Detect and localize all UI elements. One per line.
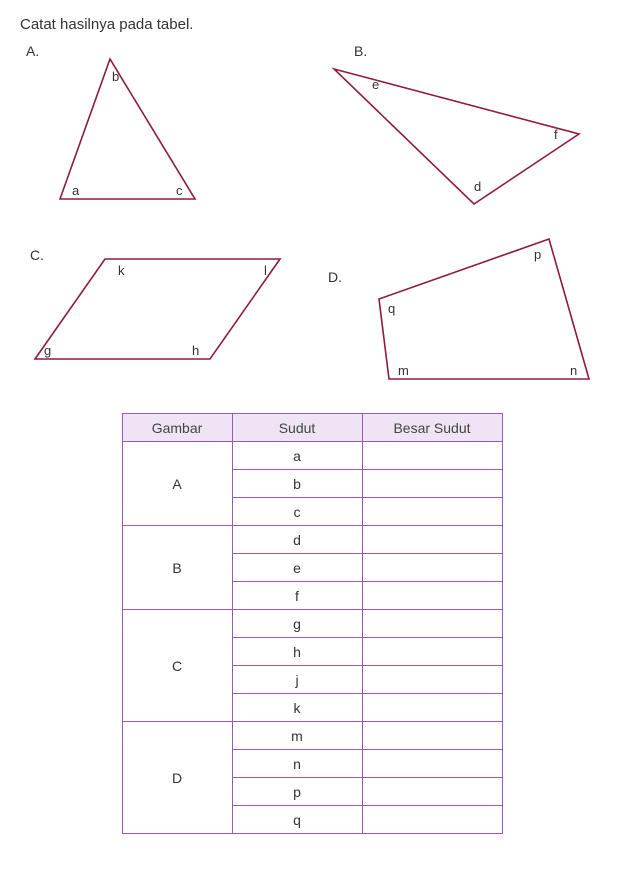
cell-gambar-A: A [122,442,232,526]
cell-besar [362,694,502,722]
vertex-a: a [72,183,80,198]
cell-sudut: d [232,526,362,554]
cell-sudut: q [232,806,362,834]
cell-sudut: j [232,666,362,694]
vertex-m: m [398,363,409,378]
shape-A-svg: a b c [20,39,250,219]
vertex-e: e [372,77,379,92]
cell-gambar-C: C [122,610,232,722]
vertex-l: l [264,263,267,278]
vertex-p: p [534,247,541,262]
cell-sudut: e [232,554,362,582]
instruction-text: Catat hasilnya pada tabel. [20,16,604,33]
shape-A-label: A. [26,43,39,59]
shape-C-svg: g h k l [20,229,300,379]
vertex-c: c [176,183,183,198]
cell-besar [362,722,502,750]
cell-sudut: b [232,470,362,498]
cell-besar [362,778,502,806]
shape-B-svg: e f d [304,39,604,219]
answer-table: Gambar Sudut Besar Sudut A a b c B d e [122,413,503,834]
vertex-h: h [192,343,199,358]
shape-D-label: D. [328,269,342,285]
th-besar: Besar Sudut [362,414,502,442]
cell-sudut: k [232,694,362,722]
cell-besar [362,666,502,694]
cell-gambar-B: B [122,526,232,610]
vertex-g: g [44,343,51,358]
triangle-B [334,69,579,204]
shape-C-label: C. [30,247,44,263]
cell-sudut: a [232,442,362,470]
cell-besar [362,526,502,554]
vertex-n: n [570,363,577,378]
vertex-b: b [112,69,119,84]
vertex-k: k [118,263,125,278]
cell-besar [362,582,502,610]
cell-sudut: m [232,722,362,750]
cell-sudut: p [232,778,362,806]
triangle-A [60,59,195,199]
table-row: C g [122,610,502,638]
table-row: D m [122,722,502,750]
vertex-q: q [388,301,395,316]
shape-C-cell: C. g h k l [20,229,300,379]
cell-besar [362,470,502,498]
cell-sudut: h [232,638,362,666]
cell-besar [362,638,502,666]
parallelogram-C [35,259,280,359]
vertex-f: f [554,127,558,142]
cell-gambar-D: D [122,722,232,834]
vertex-d: d [474,179,481,194]
th-sudut: Sudut [232,414,362,442]
cell-besar [362,442,502,470]
cell-sudut: g [232,610,362,638]
shapes-row-2: C. g h k l D. m n p q [20,229,604,399]
shape-D-svg: m n p q [324,229,604,399]
cell-besar [362,806,502,834]
shape-A-cell: A. a b c [20,39,250,219]
cell-besar [362,750,502,778]
shapes-row-1: A. a b c B. e f d [20,39,604,219]
cell-besar [362,498,502,526]
table-header-row: Gambar Sudut Besar Sudut [122,414,502,442]
table-row: A a [122,442,502,470]
cell-sudut: n [232,750,362,778]
table-row: B d [122,526,502,554]
cell-besar [362,554,502,582]
shape-B-cell: B. e f d [304,39,604,219]
shape-B-label: B. [354,43,367,59]
shape-D-cell: D. m n p q [324,229,604,399]
cell-sudut: f [232,582,362,610]
cell-sudut: c [232,498,362,526]
quad-D [379,239,589,379]
cell-besar [362,610,502,638]
table-body: A a b c B d e f C g [122,442,502,834]
th-gambar: Gambar [122,414,232,442]
